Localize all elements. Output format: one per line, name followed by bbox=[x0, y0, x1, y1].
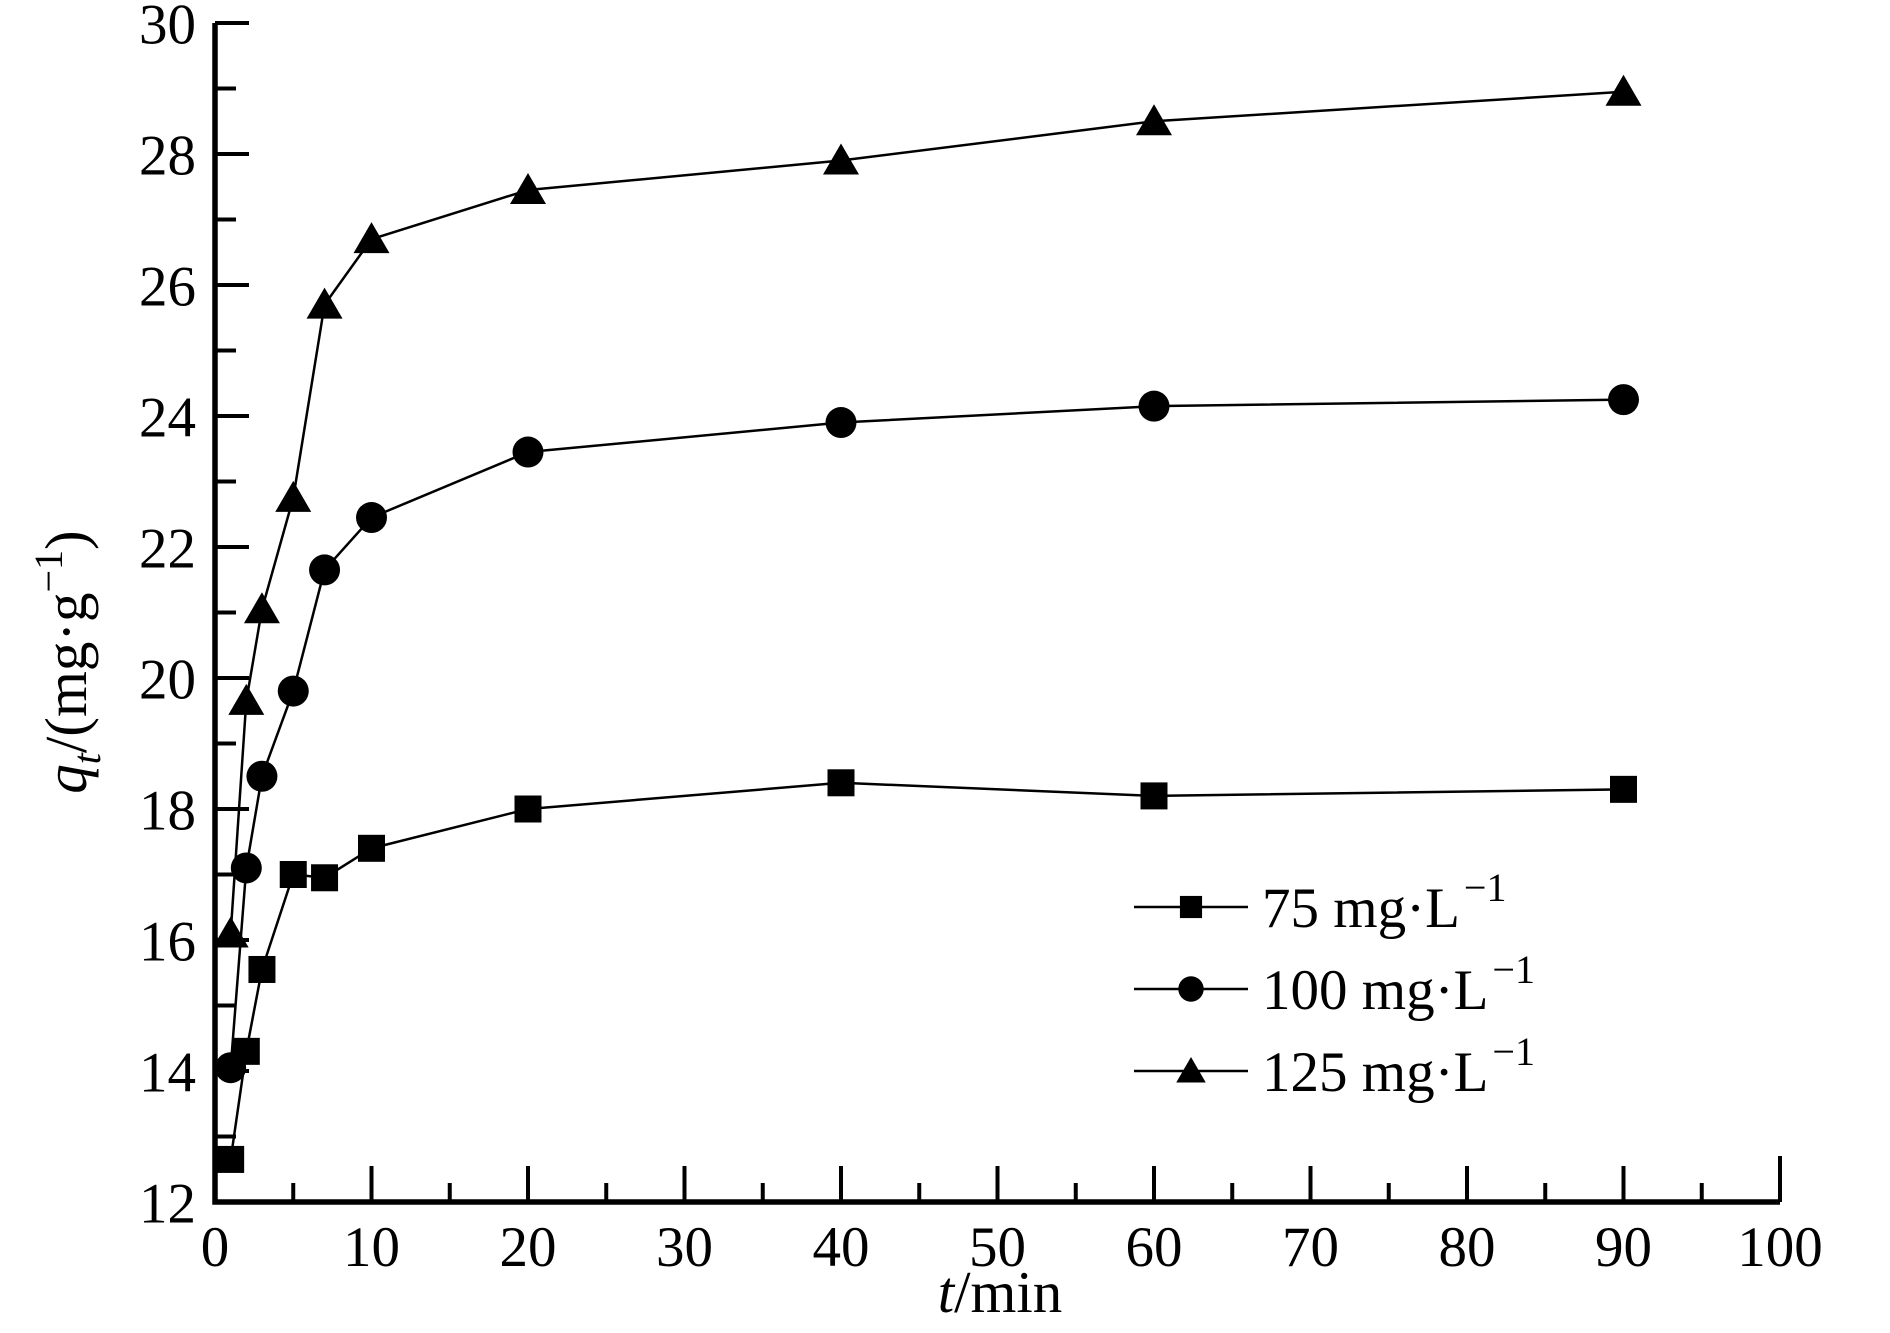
x-tick-label: 0 bbox=[201, 1216, 230, 1279]
x-tick-label: 50 bbox=[969, 1216, 1026, 1279]
circle-marker bbox=[1138, 390, 1170, 422]
circle-marker bbox=[230, 852, 262, 884]
legend-label: 75 mg·L −1 bbox=[1262, 865, 1506, 940]
series-100-line bbox=[229, 398, 1624, 1068]
circle-marker bbox=[825, 407, 857, 439]
legend-label: 100 mg·L −1 bbox=[1262, 947, 1535, 1022]
legend-label: 125 mg·L −1 bbox=[1262, 1029, 1535, 1104]
y-tick-label: 20 bbox=[139, 649, 196, 712]
triangle-marker bbox=[243, 592, 280, 624]
legend-item-75: 75 mg·L −1 bbox=[1134, 865, 1506, 940]
triangle-marker bbox=[823, 143, 859, 175]
y-tick-label: 14 bbox=[139, 1042, 196, 1105]
y-tick-label: 12 bbox=[139, 1173, 196, 1236]
x-tick-label: 30 bbox=[656, 1216, 713, 1279]
triangle-marker bbox=[1176, 1057, 1206, 1083]
y-tick-label: 22 bbox=[139, 518, 196, 581]
square-marker bbox=[217, 1145, 245, 1173]
circle-marker bbox=[246, 760, 278, 792]
series-125 bbox=[212, 74, 1642, 948]
y-tick-label: 18 bbox=[139, 780, 196, 843]
y-tick-label: 28 bbox=[139, 125, 196, 188]
series-75 bbox=[217, 769, 1637, 1173]
square-marker bbox=[248, 955, 276, 983]
circle-marker bbox=[1608, 384, 1639, 416]
y-tick-label: 16 bbox=[139, 911, 196, 974]
triangle-marker bbox=[212, 916, 249, 948]
square-marker bbox=[311, 864, 339, 892]
circle-marker bbox=[277, 675, 309, 707]
triangle-marker bbox=[1605, 74, 1642, 106]
x-tick-label: 60 bbox=[1126, 1216, 1183, 1279]
triangle-marker bbox=[1136, 104, 1172, 136]
square-marker bbox=[358, 834, 385, 862]
legend-item-125: 125 mg·L −1 bbox=[1134, 1029, 1535, 1104]
triangle-marker bbox=[306, 287, 343, 319]
circle-marker bbox=[309, 554, 341, 586]
square-marker bbox=[279, 861, 307, 888]
y-axis-title: qt/(mg·g−1) bbox=[26, 530, 109, 793]
series-100 bbox=[215, 384, 1639, 1084]
triangle-marker bbox=[275, 480, 312, 512]
y-tick-label: 24 bbox=[139, 387, 196, 450]
x-tick-label: 10 bbox=[343, 1216, 400, 1279]
x-tick-label: 80 bbox=[1439, 1216, 1496, 1279]
x-tick-label: 70 bbox=[1282, 1216, 1339, 1279]
square-marker bbox=[827, 769, 855, 797]
y-tick-label: 26 bbox=[139, 256, 196, 319]
triangle-marker bbox=[228, 683, 265, 715]
triangle-marker bbox=[510, 173, 546, 205]
circle-marker bbox=[1178, 976, 1204, 1002]
axes: 0 10 20 30 40 50 60 70 80 90 100 12 14 16 18 20 22 24 26 28… bbox=[139, 0, 1823, 1279]
x-tick-label: 100 bbox=[1737, 1216, 1823, 1279]
x-tick-label: 40 bbox=[813, 1216, 870, 1279]
x-axis-ticks: 0 10 20 30 40 50 60 70 80 90 100 bbox=[201, 1156, 1823, 1279]
square-marker bbox=[1140, 782, 1168, 810]
square-marker bbox=[514, 795, 542, 823]
circle-marker bbox=[512, 436, 544, 468]
square-marker bbox=[1179, 895, 1203, 919]
triangle-marker bbox=[353, 222, 390, 254]
y-tick-label: 30 bbox=[139, 0, 196, 57]
y-axis-ticks: 12 14 16 18 20 22 24 26 28 30 bbox=[139, 0, 249, 1236]
series-75-line bbox=[229, 781, 1624, 1160]
legend-item-100: 100 mg·L −1 bbox=[1134, 947, 1535, 1022]
x-axis-title: t/min bbox=[938, 1259, 1063, 1325]
circle-marker bbox=[215, 1052, 247, 1084]
x-tick-label: 90 bbox=[1595, 1216, 1652, 1279]
square-marker bbox=[1610, 775, 1637, 803]
circle-marker bbox=[356, 502, 387, 534]
series-125-line bbox=[229, 90, 1624, 934]
x-tick-label: 20 bbox=[500, 1216, 557, 1279]
